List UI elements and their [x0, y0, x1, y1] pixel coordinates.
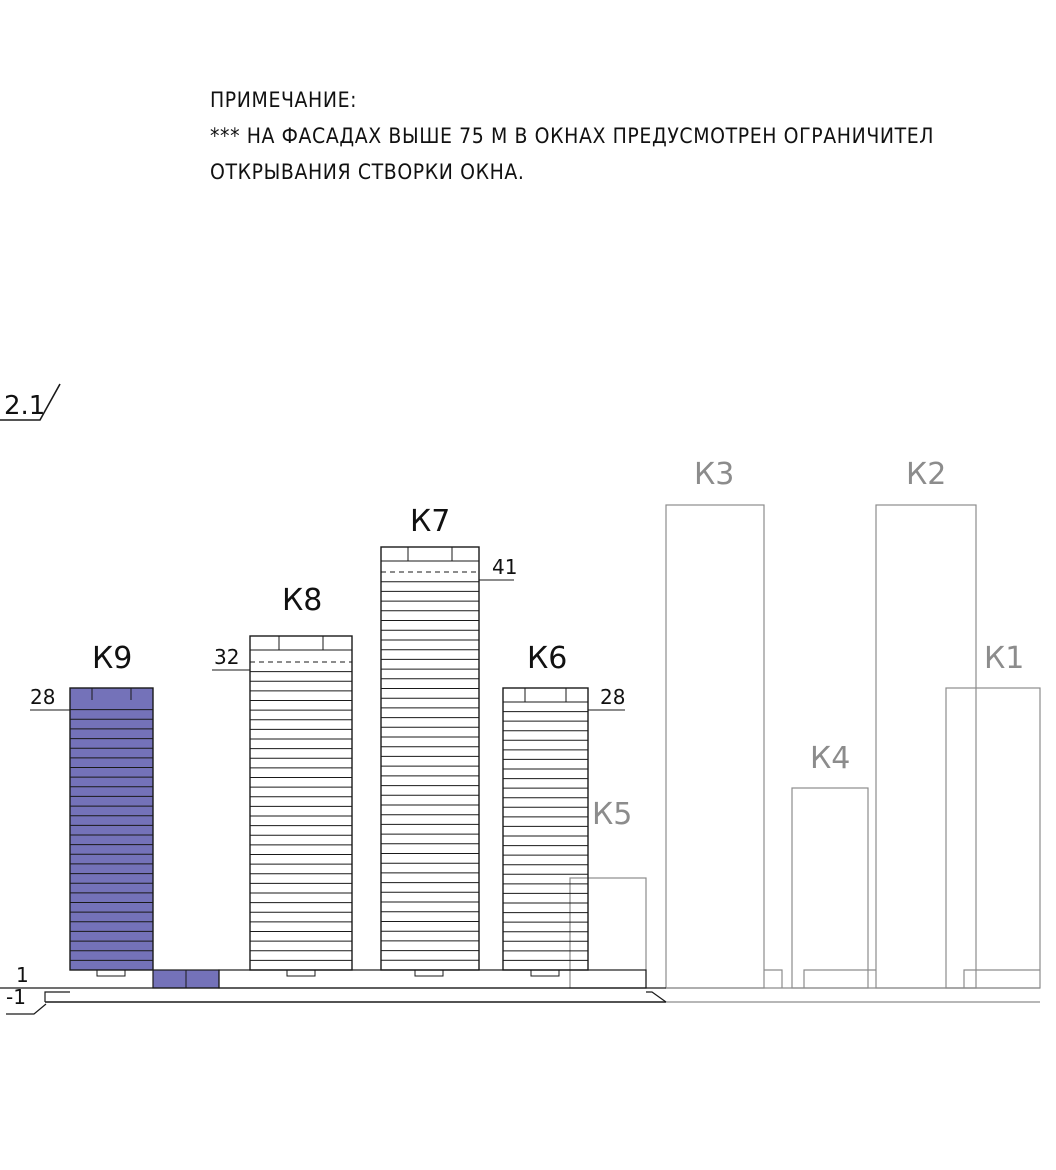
tower-k7-entrance	[414, 969, 444, 977]
label-k4: К4	[810, 741, 850, 776]
tower-k8: К8 32	[212, 583, 353, 977]
level-marks: 1 -1	[6, 963, 47, 1015]
basement-right-step	[646, 991, 667, 1003]
tower-k6-floor-count: 28	[600, 685, 625, 709]
tower-k7-label: К7	[410, 504, 450, 539]
note-title: ПРИМЕЧАНИЕ:	[210, 88, 358, 112]
section-mark: 2.1	[0, 383, 61, 421]
tower-k9-floor-count: 28	[30, 685, 55, 709]
tower-k6-floors	[503, 711, 588, 961]
label-k2: К2	[906, 457, 946, 492]
tower-k9-entrance	[96, 969, 126, 977]
podium-step-b	[803, 969, 876, 988]
context-labels: К3 К2 К1 К4 К5	[592, 457, 1024, 832]
general-note: ПРИМЕЧАНИЕ: *** НА ФАСАДАХ ВЫШЕ 75 М В О…	[210, 82, 1056, 190]
podium-step-a	[764, 969, 783, 988]
tower-k8-label: К8	[282, 583, 322, 618]
tower-k6-label: К6	[527, 641, 567, 676]
label-k3: К3	[694, 457, 734, 492]
label-k5: К5	[592, 797, 632, 832]
tower-k9-body	[69, 687, 154, 971]
tower-k8-floor-count: 32	[214, 645, 239, 669]
tower-k7: К7 41	[380, 504, 517, 977]
building-k3-outline	[665, 504, 765, 989]
podium-step-c	[963, 969, 1040, 988]
tower-k6-entrance	[530, 969, 560, 977]
note-line-1: *** НА ФАСАДАХ ВЫШЕ 75 М В ОКНАХ ПРЕДУСМ…	[210, 124, 935, 148]
level-mark-leader	[6, 1003, 47, 1015]
podium-outline	[218, 969, 647, 989]
building-k1-outline	[945, 687, 1041, 989]
basement-left-step	[44, 991, 70, 1002]
building-k5-outline	[569, 877, 647, 989]
context-buildings	[569, 504, 1041, 1003]
level-mark-ground: 1	[16, 963, 29, 987]
tower-k9-label: К9	[92, 641, 132, 676]
tower-k8-floors	[250, 671, 352, 961]
section-mark-label: 2.1	[4, 391, 45, 421]
tower-k6: К6 28	[502, 641, 625, 977]
label-k1: К1	[984, 641, 1024, 676]
tower-k9-floors	[70, 709, 153, 961]
note-line-2: ОТКРЫВАНИЯ СТВОРКИ ОКНА.	[210, 160, 525, 184]
tower-k7-floors	[381, 581, 479, 961]
level-mark-basement: -1	[6, 985, 26, 1009]
building-k2-outline	[875, 504, 977, 989]
tower-k8-entrance	[286, 969, 316, 977]
tower-k9: К9 28	[30, 641, 154, 977]
section-mark-leader	[0, 383, 61, 421]
tower-k7-floor-count: 41	[492, 555, 517, 579]
podium	[0, 969, 667, 1003]
tower-k8-body	[249, 635, 353, 971]
building-k4-outline	[791, 787, 869, 989]
